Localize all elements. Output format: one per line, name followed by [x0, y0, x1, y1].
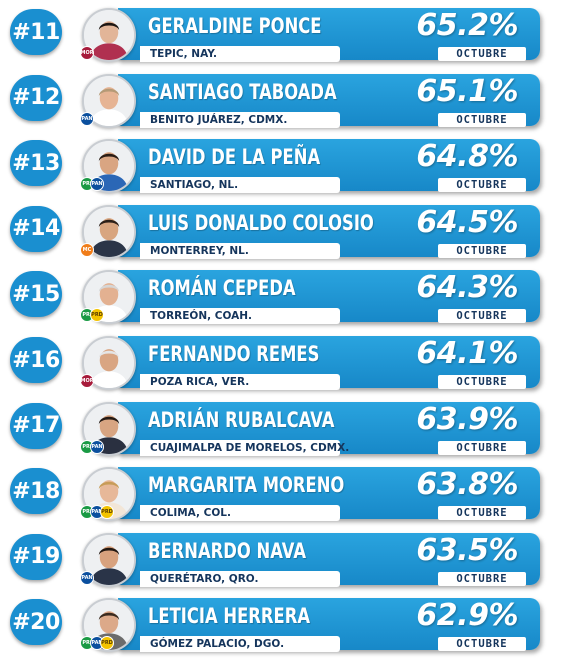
rank-badge: #17	[10, 402, 62, 449]
city-label-bg	[140, 439, 340, 456]
month-label: OCTUBRE	[438, 178, 526, 193]
rank-badge: #18	[10, 468, 62, 515]
rank-badge: #15	[10, 271, 62, 318]
approval-percentage: 63.5%	[416, 532, 518, 568]
approval-percentage: 64.1%	[416, 336, 518, 371]
ranking-row: #20 LETICIA HERRERA GÓMEZ PALACIO, DGO. …	[0, 592, 568, 653]
rank-badge: #14	[10, 205, 62, 252]
pan-logo-icon: PAN	[80, 111, 94, 126]
candidate-photo	[82, 139, 136, 194]
candidate-city: MONTERREY, NL.	[150, 244, 249, 257]
candidate-city: GÓMEZ PALACIO, DGO.	[150, 638, 285, 651]
morena-logo-icon: MOR	[80, 46, 94, 60]
candidate-name: FERNANDO REMES	[148, 342, 320, 366]
candidate-city: QUERÉTARO, QRO.	[150, 572, 259, 585]
candidate-name: ROMÁN CEPEDA	[148, 276, 296, 301]
month-label: OCTUBRE	[438, 440, 526, 455]
person-portrait-icon	[84, 75, 134, 126]
ranking-row: #18 MARGARITA MORENO COLIMA, COL. 63.8% …	[0, 461, 568, 522]
rank-badge: #11	[10, 9, 62, 55]
approval-percentage: 63.8%	[416, 467, 518, 503]
approval-percentage: 62.9%	[416, 598, 518, 634]
candidate-name: MARGARITA MORENO	[148, 473, 345, 498]
month-label: OCTUBRE	[438, 571, 526, 586]
city-label-bg	[140, 46, 340, 62]
city-label-bg	[140, 242, 340, 259]
pan-logo-icon: PAN	[90, 177, 104, 192]
city-label-bg	[140, 374, 340, 390]
pan-logo-icon: PAN	[90, 439, 104, 454]
rank-badge: #16	[10, 337, 62, 383]
rank-badge: #13	[10, 140, 62, 187]
candidate-name: ADRIÁN RUBALCAVA	[148, 407, 335, 432]
candidate-city: SANTIAGO, NL.	[150, 179, 239, 192]
month-label: OCTUBRE	[438, 637, 526, 652]
morena-logo-icon: MOR	[80, 374, 94, 388]
month-label: OCTUBRE	[438, 112, 526, 127]
ranking-row: #12 SANTIAGO TABOADA BENITO JUÁREZ, CDMX…	[0, 68, 568, 128]
mc-logo-icon: MC	[80, 242, 94, 257]
ranking-row: #19 BERNARDO NAVA QUERÉTARO, QRO. 63.5% …	[0, 527, 568, 587]
approval-percentage: 63.9%	[416, 401, 518, 437]
prd-logo-icon: PRD	[100, 636, 114, 651]
candidate-city: TEPIC, NAY.	[150, 48, 218, 60]
prd-logo-icon: PRD	[90, 308, 104, 323]
candidate-name: BERNARDO NAVA	[148, 538, 307, 563]
candidate-city: BENITO JUÁREZ, CDMX.	[150, 113, 288, 126]
city-label-bg	[140, 505, 340, 522]
approval-percentage: 65.2%	[416, 8, 518, 43]
candidate-name: GERALDINE PONCE	[148, 14, 322, 38]
candidate-name: SANTIAGO TABOADA	[148, 79, 337, 104]
ranking-row: #14 LUIS DONALDO COLOSIO MONTERREY, NL. …	[0, 199, 568, 259]
pan-logo-icon: PAN	[80, 570, 94, 585]
city-label-bg	[140, 111, 340, 128]
month-label: OCTUBRE	[438, 506, 526, 521]
ranking-row: #17 ADRIÁN RUBALCAVA CUAJIMALPA DE MOREL…	[0, 396, 568, 456]
rank-badge: #19	[10, 533, 62, 580]
approval-percentage: 64.3%	[416, 270, 518, 306]
candidate-city: POZA RICA, VER.	[150, 376, 250, 388]
month-label: OCTUBRE	[438, 309, 526, 324]
prd-logo-icon: PRD	[100, 505, 114, 520]
candidate-name: LUIS DONALDO COLOSIO	[148, 210, 374, 235]
city-label-bg	[140, 636, 340, 653]
candidate-name: DAVID DE LA PEÑA	[148, 145, 321, 170]
approval-percentage: 65.1%	[416, 73, 518, 109]
city-label-bg	[140, 177, 340, 194]
candidate-name: LETICIA HERRERA	[148, 604, 310, 629]
approval-percentage: 64.5%	[416, 204, 518, 240]
candidate-city: COLIMA, COL.	[150, 507, 231, 520]
rank-badge: #20	[10, 599, 62, 646]
candidate-city: TORREÓN, COAH.	[150, 310, 253, 323]
city-label-bg	[140, 308, 340, 325]
ranking-row: #16 FERNANDO REMES POZA RICA, VER. 64.1%…	[0, 330, 568, 390]
rank-badge: #12	[10, 74, 62, 121]
ranking-row: #13 DAVID DE LA PEÑA SANTIAGO, NL. 64.8%…	[0, 133, 568, 194]
ranking-row: #15 ROMÁN CEPEDA TORREÓN, COAH. 64.3% OC…	[0, 264, 568, 325]
approval-percentage: 64.8%	[416, 139, 518, 175]
month-label: OCTUBRE	[438, 375, 526, 389]
month-label: OCTUBRE	[438, 243, 526, 258]
candidate-city: CUAJIMALPA DE MORELOS, CDMX.	[150, 441, 350, 454]
ranking-row: #11 GERALDINE PONCE TEPIC, NAY. 65.2% OC…	[0, 2, 568, 62]
city-label-bg	[140, 570, 340, 587]
month-label: OCTUBRE	[438, 47, 526, 61]
